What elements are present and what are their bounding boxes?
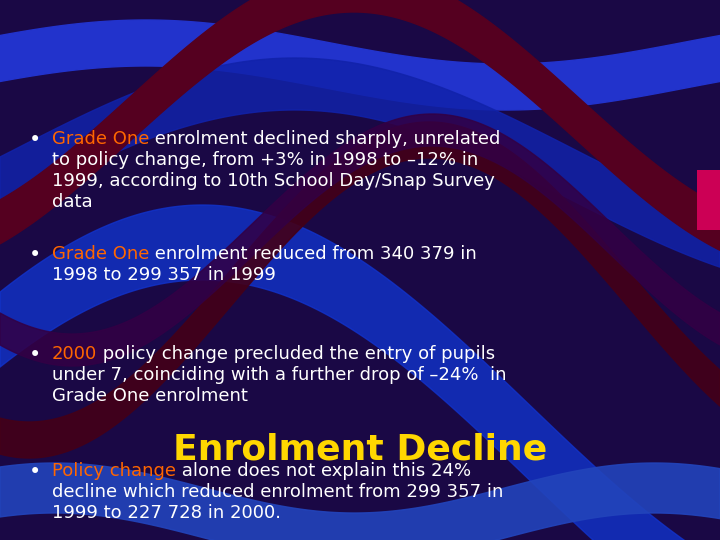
- Text: 1998 to 299 357 in 1999: 1998 to 299 357 in 1999: [52, 266, 276, 284]
- Text: decline which reduced enrolment from 299 357 in: decline which reduced enrolment from 299…: [52, 483, 503, 501]
- Text: 2000: 2000: [52, 345, 97, 363]
- Text: Grade One: Grade One: [52, 130, 149, 148]
- Text: alone does not explain this 24%: alone does not explain this 24%: [176, 462, 471, 480]
- Text: under 7, coinciding with a further drop of –24%  in: under 7, coinciding with a further drop …: [52, 366, 506, 384]
- Text: 1999, according to 10th School Day/Snap Survey: 1999, according to 10th School Day/Snap …: [52, 172, 495, 190]
- Text: to policy change, from +3% in 1998 to –12% in: to policy change, from +3% in 1998 to –1…: [52, 151, 478, 169]
- Text: •: •: [29, 345, 41, 365]
- Text: policy change precluded the entry of pupils: policy change precluded the entry of pup…: [97, 345, 495, 363]
- Text: 1999 to 227 728 in 2000.: 1999 to 227 728 in 2000.: [52, 504, 281, 522]
- Text: Grade One enrolment: Grade One enrolment: [52, 387, 248, 405]
- Text: enrolment reduced from 340 379 in: enrolment reduced from 340 379 in: [149, 245, 477, 263]
- Text: •: •: [29, 245, 41, 265]
- Text: Grade One: Grade One: [52, 245, 149, 263]
- Text: •: •: [29, 462, 41, 482]
- Text: enrolment declined sharply, unrelated: enrolment declined sharply, unrelated: [149, 130, 500, 148]
- Text: data: data: [52, 193, 93, 211]
- Text: Enrolment Decline: Enrolment Decline: [173, 433, 547, 467]
- Text: •: •: [29, 130, 41, 150]
- Text: Policy change: Policy change: [52, 462, 176, 480]
- Bar: [697, 170, 720, 230]
